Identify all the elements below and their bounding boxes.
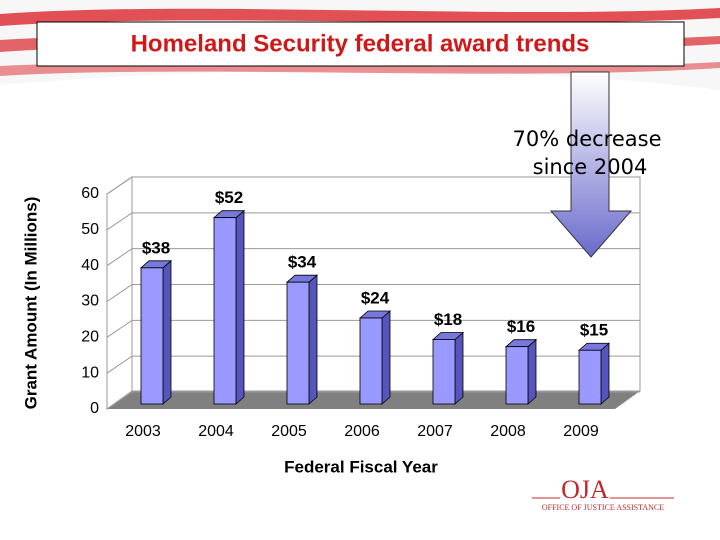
y-tick-label: 0 [90,400,99,417]
y-tick-label: 50 [81,221,99,238]
x-tick-label: 2005 [271,423,307,440]
data-label: $18 [434,310,462,329]
y-tick-label: 20 [81,329,99,346]
y-tick-label: 10 [81,364,99,381]
bar-side [527,338,537,405]
annotation: 70% decrease [513,127,662,151]
bar [578,349,602,405]
bar [359,317,383,405]
data-label: $52 [215,188,243,207]
x-tick-label: 2006 [344,423,380,440]
x-tick-label: 2007 [417,423,453,440]
grid-line [106,319,133,338]
grid-line [106,176,133,195]
bar [432,339,456,405]
data-label: $38 [142,238,170,257]
y-tick-label: 60 [81,185,99,202]
y-tick-label: 30 [81,293,99,310]
bar-side [235,209,245,405]
annotation: since 2004 [533,155,648,179]
title-box [36,21,685,67]
data-label: $24 [361,288,390,307]
x-axis-label: Federal Fiscal Year [284,457,438,476]
grid-line [106,248,133,267]
grid-line [106,284,133,302]
grid-line [106,355,133,374]
bar-side [381,310,391,405]
bar [213,217,237,405]
bar [505,346,529,405]
data-label: $15 [580,321,608,340]
arrow [549,71,633,258]
chart-title: Homeland Security federal award trends [131,30,590,57]
x-tick-label: 2003 [125,423,161,440]
bar-side [162,259,172,405]
logo-name: OFFICE OF JUSTICE ASSISTANCE [542,503,664,512]
bar [140,267,164,405]
logo-abbr: OJA [561,475,609,504]
logo: OJA OFFICE OF JUSTICE ASSISTANCE [532,475,674,512]
y-axis-label: Grant Amount (In Millions) [21,197,40,410]
bar [286,281,310,405]
bar-side [600,342,610,405]
y-tick-label: 40 [81,257,99,274]
bar-side [454,331,464,405]
x-tick-label: 2004 [198,423,234,440]
x-tick-label: 2008 [490,423,526,440]
decrease-arrow [549,71,633,258]
grid-line [106,212,133,231]
data-label: $16 [507,317,535,336]
x-tick-label: 2009 [563,423,599,440]
data-label: $34 [288,253,317,272]
grid-line [106,391,133,410]
bar-side [308,274,318,405]
